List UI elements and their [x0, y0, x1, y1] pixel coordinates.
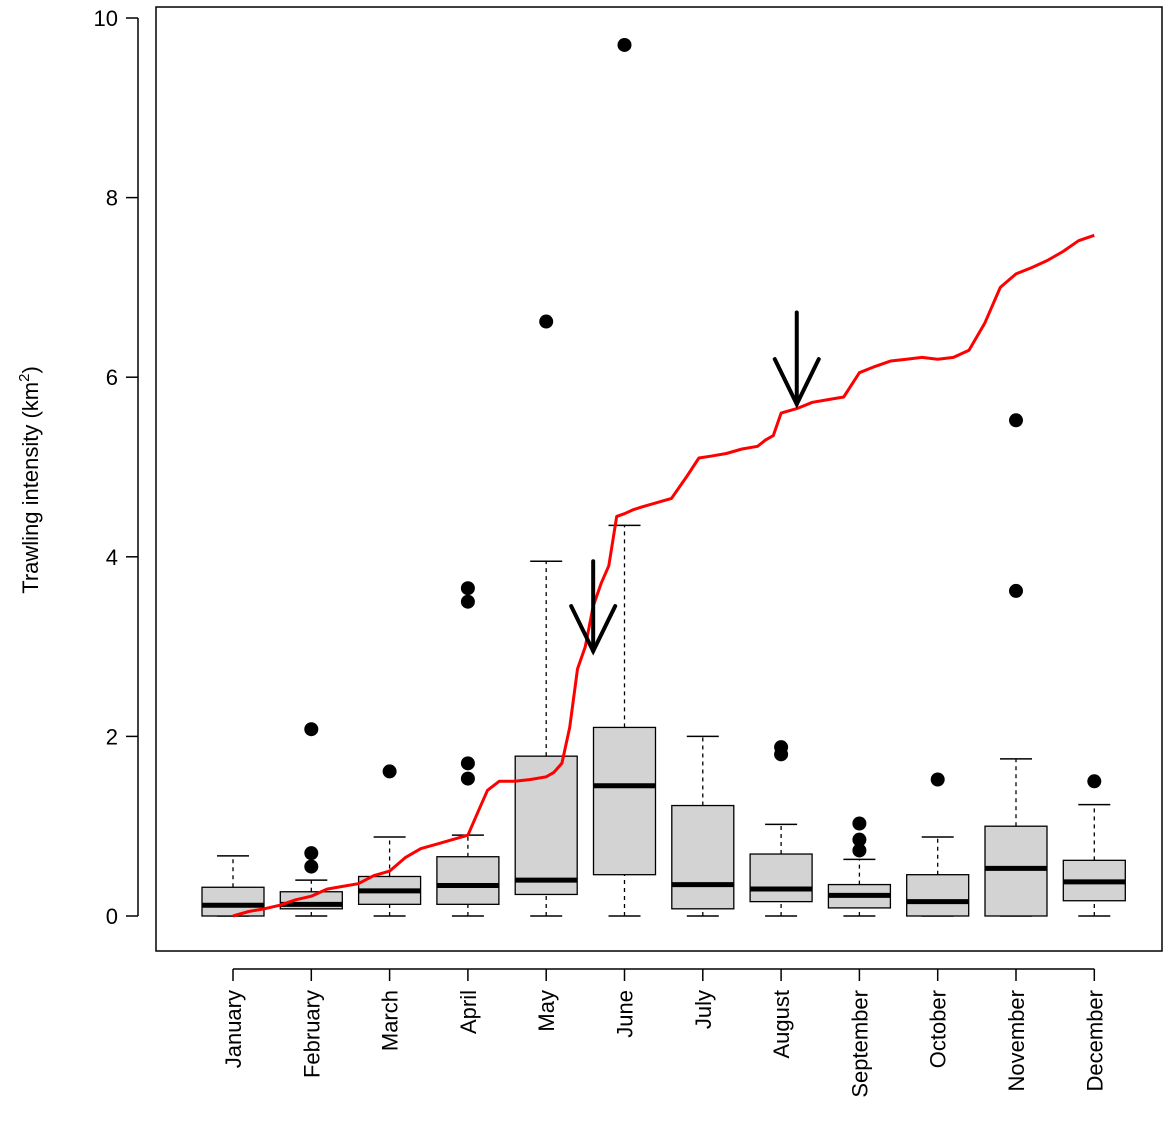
outlier-point [460, 581, 475, 596]
outlier-point [304, 722, 319, 737]
outlier-point [460, 594, 475, 609]
x-tick-label: December [1082, 990, 1107, 1091]
outlier-point [1009, 413, 1023, 428]
outlier-point [617, 37, 632, 52]
x-tick-label: July [691, 990, 716, 1029]
arrow-head [569, 604, 618, 656]
y-tick-label: 4 [106, 545, 118, 570]
y-axis: 0 2 4 6 8 10 [94, 6, 139, 929]
x-tick-label: November [1004, 990, 1029, 1091]
outlier-point [1009, 583, 1023, 598]
box [436, 856, 500, 905]
box [592, 726, 657, 876]
outlier-point [304, 859, 319, 874]
box [749, 853, 813, 903]
y-tick-label: 6 [106, 365, 118, 390]
boxplot-august [749, 740, 813, 917]
arrow-head [772, 357, 821, 409]
arrow-annotation [772, 310, 821, 409]
x-tick-label: January [221, 990, 246, 1068]
boxplot-march [357, 764, 422, 917]
y-tick-label: 0 [106, 904, 118, 929]
boxplot-july [671, 735, 735, 917]
y-axis-title: Trawling intensity (km2) [16, 366, 43, 594]
boxplot-october [906, 772, 970, 917]
boxplot-november [984, 413, 1048, 917]
outlier-point [539, 314, 554, 329]
outlier-point [304, 846, 319, 861]
y-tick-label: 10 [94, 6, 118, 31]
cumulative-line-layer [232, 233, 1095, 918]
boxplot-february [279, 722, 343, 917]
boxplot-january [201, 855, 265, 917]
boxplot-april [436, 581, 500, 917]
outlier-point [460, 771, 475, 786]
outlier-point [852, 816, 867, 831]
arrow-annotations [569, 310, 821, 656]
y-tick-label: 8 [106, 186, 118, 211]
x-tick-label: April [456, 990, 481, 1034]
x-tick-label: August [769, 990, 794, 1059]
x-tick-label: March [378, 990, 403, 1051]
outlier-point [774, 740, 789, 755]
outlier-point [382, 764, 397, 779]
outlier-point [852, 832, 867, 847]
x-tick-label: October [926, 990, 951, 1068]
outlier-point [1087, 774, 1102, 789]
y-tick-label: 2 [106, 724, 118, 749]
plot-frame [155, 6, 1163, 952]
outlier-point [930, 772, 945, 787]
boxplots [201, 37, 1126, 917]
box [906, 874, 970, 917]
boxplot-december [1062, 774, 1126, 917]
box [671, 804, 735, 910]
x-tick-label: May [534, 990, 559, 1032]
boxplot-september [827, 816, 892, 917]
boxplot-may [514, 314, 578, 917]
boxplot-june [592, 37, 657, 917]
outlier-point [460, 756, 475, 771]
x-tick-label: February [299, 990, 324, 1078]
cumulative-line [232, 233, 1095, 918]
outlier-point [852, 843, 867, 858]
x-tick-label: June [613, 990, 638, 1038]
arrow-annotation [569, 559, 618, 656]
x-tick-label: September [847, 990, 872, 1098]
box [984, 825, 1048, 917]
x-axis: January February March April May June July Augu… [221, 968, 1107, 1098]
